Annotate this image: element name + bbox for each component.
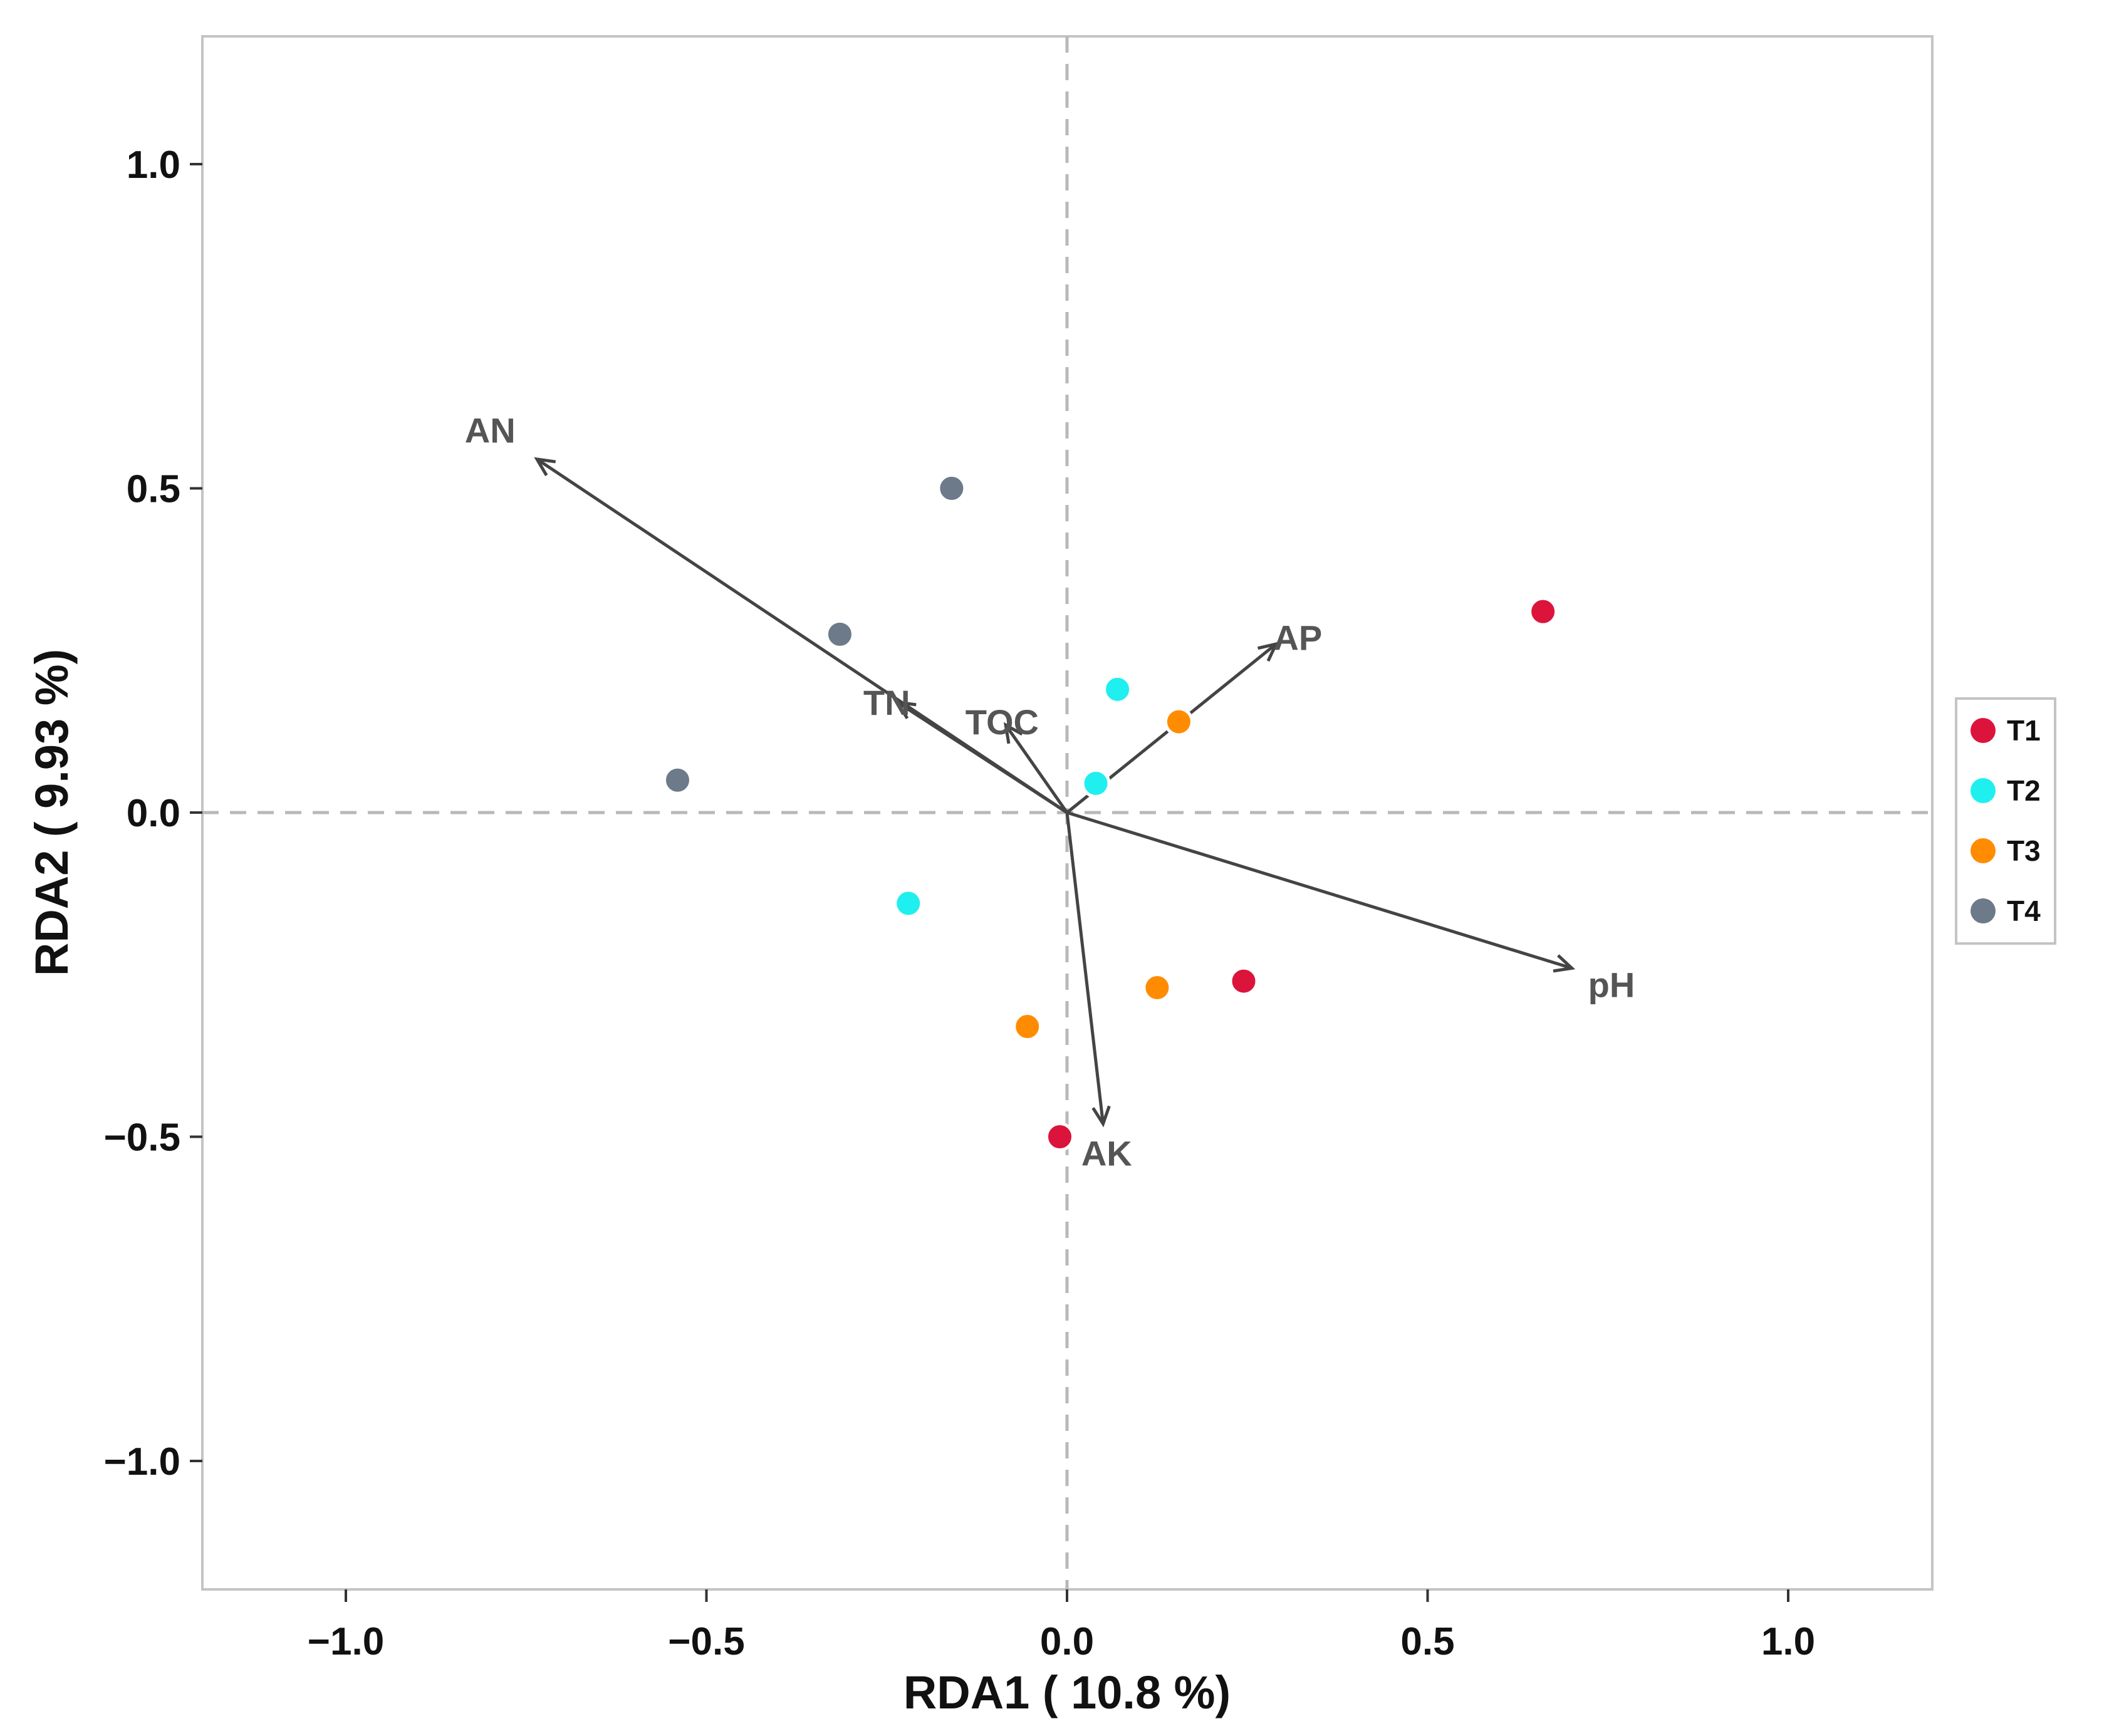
vector-label-ap: AP: [1273, 618, 1322, 658]
vector-tn: [897, 700, 1068, 814]
point-t2: [1081, 768, 1111, 798]
vector-label-ak: AK: [1081, 1133, 1132, 1173]
legend: T1 T2 T3 T4: [1955, 697, 2056, 945]
y-tick-label: −0.5: [104, 1116, 180, 1160]
legend-label-t3: T3: [2007, 834, 2041, 867]
point-t2: [893, 888, 924, 918]
legend-box: [1955, 697, 2056, 945]
vector-label-an: AN: [465, 410, 516, 450]
point-t4: [825, 619, 855, 649]
arrowhead-ak: [1091, 1105, 1111, 1128]
legend-marker-t1: [1971, 718, 1996, 743]
y-tick-label: 0.0: [127, 792, 180, 835]
point-t3: [1013, 1012, 1043, 1042]
legend-marker-t2: [1971, 778, 1996, 803]
point-t4: [937, 474, 967, 503]
x-tick-label: −1.0: [308, 1620, 384, 1663]
arrowhead-an: [534, 457, 556, 477]
arrowhead-ph: [1553, 954, 1576, 973]
x-tick-label: −0.5: [668, 1620, 744, 1663]
vector-ak: [1065, 812, 1105, 1125]
sample-points: [662, 474, 1558, 1151]
environmental-vectors: AN AP TN TOC pH AK: [465, 410, 1635, 1173]
legend-label-t4: T4: [2007, 895, 2041, 927]
legend-marker-t3: [1971, 838, 1996, 863]
legend-label-t1: T1: [2007, 714, 2041, 747]
vector-toc: [1004, 724, 1069, 814]
legend-marker-t4: [1971, 898, 1996, 923]
arrowhead-ap: [1257, 642, 1279, 662]
vector-ph: [1066, 811, 1573, 970]
point-t1: [1528, 596, 1558, 626]
point-t3: [1142, 972, 1172, 1002]
x-tick-label: 0.5: [1400, 1620, 1454, 1663]
arrowhead-tn: [894, 700, 917, 720]
arrowhead-toc: [1003, 722, 1023, 744]
point-t2: [1103, 674, 1133, 704]
y-axis-title: RDA2 ( 9.93 %): [26, 649, 78, 976]
x-tick-label: 0.0: [1040, 1620, 1094, 1663]
point-t1: [1229, 966, 1259, 996]
vector-label-toc: TOC: [966, 702, 1039, 742]
y-tick-label: −1.0: [104, 1440, 180, 1484]
point-t3: [1164, 707, 1194, 737]
vector-label-tn: TN: [863, 683, 910, 722]
x-axis: −1.0 −0.5 0.0 0.5 1.0: [308, 1589, 1815, 1663]
x-axis-title: RDA1 ( 10.8 %): [903, 1666, 1231, 1718]
point-t1: [1044, 1122, 1075, 1151]
y-axis: 1.0 0.5 0.0 −0.5 −1.0: [104, 143, 202, 1484]
vector-label-ph: pH: [1588, 965, 1635, 1004]
y-tick-label: 0.5: [127, 468, 180, 511]
y-tick-label: 1.0: [127, 143, 180, 187]
legend-label-t2: T2: [2007, 774, 2041, 807]
x-tick-label: 1.0: [1761, 1620, 1815, 1663]
point-t4: [662, 765, 692, 795]
